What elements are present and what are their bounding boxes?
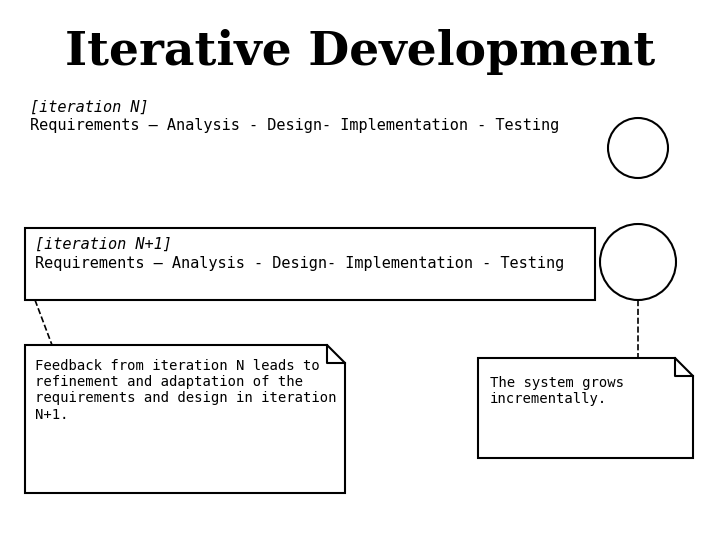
Bar — [25, 228, 595, 300]
Polygon shape — [25, 345, 345, 493]
Text: Feedback from iteration N leads to
refinement and adaptation of the
requirements: Feedback from iteration N leads to refin… — [35, 359, 336, 422]
Polygon shape — [478, 358, 693, 458]
Text: [iteration N]: [iteration N] — [30, 100, 148, 115]
Text: Iterative Development: Iterative Development — [65, 29, 655, 75]
Text: Requirements – Analysis - Design- Implementation - Testing: Requirements – Analysis - Design- Implem… — [30, 118, 559, 133]
Text: [iteration N+1]: [iteration N+1] — [35, 237, 172, 252]
Text: The system grows
incrementally.: The system grows incrementally. — [490, 376, 624, 406]
Text: Requirements – Analysis - Design- Implementation - Testing: Requirements – Analysis - Design- Implem… — [35, 256, 564, 271]
